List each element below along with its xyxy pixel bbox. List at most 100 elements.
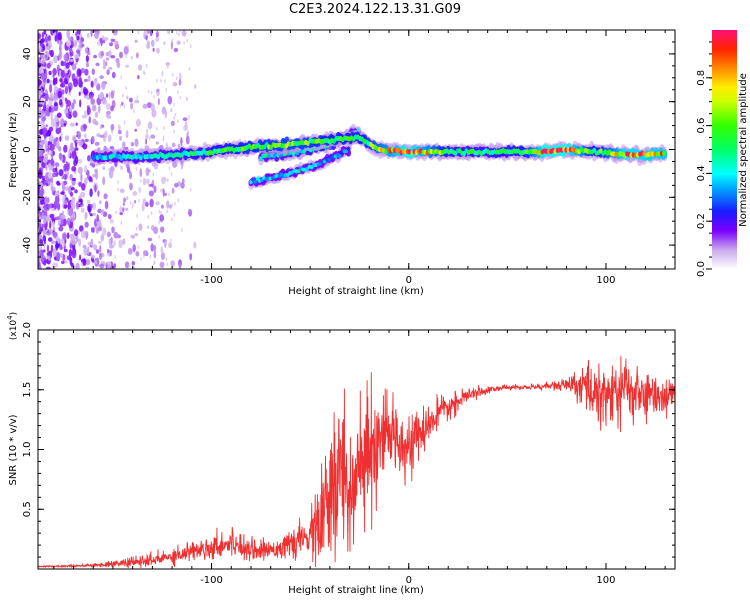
spectrogram-noise-mark xyxy=(109,146,115,150)
spectrogram-noise-mark xyxy=(177,119,179,124)
spectrogram-noise-mark xyxy=(156,47,160,54)
spectrogram-noise-mark xyxy=(119,165,124,171)
spectrogram-noise-mark xyxy=(90,136,95,145)
spectrogram-noise-mark xyxy=(92,244,97,249)
spectrogram-noise-mark xyxy=(166,262,169,267)
spectrogram-noise-mark xyxy=(67,74,70,83)
spectrogram-noise-mark xyxy=(39,151,44,157)
spectrogram-noise-mark xyxy=(189,44,192,49)
spectrogram-noise-mark xyxy=(75,122,78,126)
spectrogram-noise-mark xyxy=(132,191,138,196)
spectrogram-noise-mark xyxy=(110,236,113,245)
spectrogram-noise-mark xyxy=(182,178,185,185)
colorbar-gradient xyxy=(712,30,737,269)
spectrogram-noise-mark xyxy=(74,147,79,151)
spectrogram-noise-mark xyxy=(71,50,74,57)
spectrogram-noise-mark xyxy=(75,262,80,269)
spectrogram-noise-mark xyxy=(140,257,142,262)
spectrogram-noise-mark xyxy=(71,136,77,142)
spectrogram-noise-mark xyxy=(77,166,83,175)
spectrogram-noise-mark xyxy=(48,106,52,113)
spectrogram-noise-mark xyxy=(90,203,93,209)
spectrogram-noise-mark xyxy=(41,38,45,43)
spectrogram-noise-mark xyxy=(94,184,97,193)
spectrogram-noise-mark xyxy=(145,133,149,140)
spectrogram-noise-mark xyxy=(182,117,188,121)
spectrogram-noise-mark xyxy=(113,263,116,269)
spectrogram-noise-mark xyxy=(171,187,175,194)
spectrogram-noise-mark xyxy=(143,254,145,259)
spectrogram-noise-mark xyxy=(113,30,118,34)
spectrogram-noise-mark xyxy=(84,138,89,142)
spectrogram-noise-mark xyxy=(49,84,53,94)
spectrogram-noise-mark xyxy=(125,130,129,139)
spectrogram-tone-mark xyxy=(344,149,349,154)
spectrogram-noise-mark xyxy=(127,44,129,49)
spectrogram-noise-mark xyxy=(117,124,121,131)
spectrogram-noise-mark xyxy=(89,213,93,217)
snr-y-ticks: 0.5 1.0 1.5 2.0 xyxy=(22,322,675,558)
spectrogram-noise-mark xyxy=(45,124,49,128)
spectrogram-noise-mark xyxy=(119,188,125,193)
spectrogram-noise-mark xyxy=(113,240,116,247)
spectrogram-noise-mark xyxy=(49,143,55,151)
spectrogram-noise-mark xyxy=(55,170,59,178)
spectrogram-noise-mark xyxy=(102,97,106,105)
spectrogram-noise-mark xyxy=(168,166,171,171)
spectrogram-noise-mark xyxy=(78,91,81,97)
spectrogram-noise-mark xyxy=(120,75,122,80)
spectrogram-noise-mark xyxy=(61,89,65,95)
spectrogram-x-axis-label: Height of straight line (km) xyxy=(288,286,424,297)
spectrogram-noise-mark xyxy=(87,155,91,162)
spectrogram-noise-mark xyxy=(190,266,192,269)
spectrogram-noise-mark xyxy=(99,245,102,253)
spectrogram-noise-mark xyxy=(80,191,86,198)
spectrogram-noise-mark xyxy=(173,129,175,134)
colorbar-tick-label: 0.4 xyxy=(696,165,707,181)
spectrogram-noise-mark xyxy=(55,162,60,168)
spectrogram-noise-mark xyxy=(148,136,151,141)
spectrogram-noise-mark xyxy=(38,79,42,86)
spectrogram-noise-mark xyxy=(135,167,138,171)
spectrogram-noise-mark xyxy=(42,92,46,97)
snr-y-axis-label: SNR (10 * v/v) xyxy=(8,414,19,485)
spectrogram-noise-mark xyxy=(50,112,53,121)
spectrogram-noise-mark xyxy=(65,135,70,141)
spectrogram-noise-mark xyxy=(160,210,162,215)
spectrogram-noise-mark xyxy=(161,204,164,209)
spectrogram-noise-mark xyxy=(64,61,67,65)
spectrogram-noise-mark xyxy=(84,78,88,82)
spectrogram-noise-mark xyxy=(153,48,156,53)
spectrogram-noise-mark xyxy=(180,81,182,85)
spectrogram-noise-mark xyxy=(56,64,60,73)
spectrogram-noise-mark xyxy=(80,67,85,74)
spectrogram-noise-mark xyxy=(69,106,72,112)
spectrogram-noise-mark xyxy=(43,209,48,217)
spectrogram-noise-mark xyxy=(76,49,80,54)
spectrogram-noise-mark xyxy=(45,71,48,80)
spectrogram-noise-mark xyxy=(100,233,105,242)
spectrogram-noise-mark xyxy=(193,241,197,249)
spectrogram-noise-mark xyxy=(44,93,49,102)
spectrogram-noise-mark xyxy=(59,136,62,142)
spectrogram-noise-mark xyxy=(73,78,78,88)
spectrogram-noise-mark xyxy=(183,40,185,45)
spectrogram-noise-mark xyxy=(155,78,158,83)
spectrogram-noise-mark xyxy=(58,70,62,79)
spectrogram-noise-mark xyxy=(185,135,190,145)
spectrogram-noise-mark xyxy=(168,30,170,35)
spectrogram-noise-mark xyxy=(78,181,83,187)
spectrogram-noise-mark xyxy=(150,211,153,216)
spectrogram-tone-mark xyxy=(346,146,351,151)
spectrogram-noise-mark xyxy=(116,61,121,68)
spectrogram-noise-mark xyxy=(68,70,72,77)
spectrogram-noise-mark xyxy=(45,266,51,269)
spectrogram-noise-mark xyxy=(105,57,110,61)
spectrogram-noise-mark xyxy=(171,203,173,208)
spectrogram-noise-mark xyxy=(187,129,190,134)
spectrogram-noise-mark xyxy=(75,61,78,65)
spectrogram-noise-mark xyxy=(179,95,182,100)
spectrogram-noise-mark xyxy=(66,217,71,226)
spectrogram-noise-mark xyxy=(158,209,161,214)
spectrogram-noise-mark xyxy=(162,188,165,197)
